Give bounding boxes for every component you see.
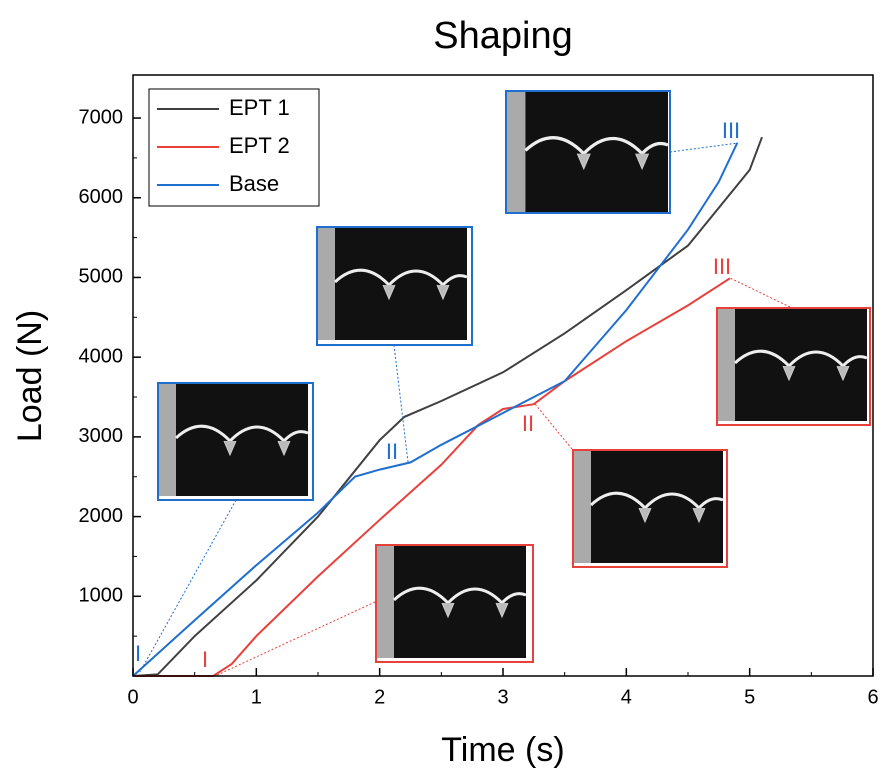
- y-axis-label: Load (N): [11, 310, 49, 442]
- x-tick-label: 6: [867, 686, 878, 708]
- chart-title: Shaping: [433, 15, 572, 57]
- legend-label: EPT 2: [229, 133, 290, 158]
- inset-image: [315, 225, 473, 346]
- legend-label: EPT 1: [229, 95, 290, 120]
- x-tick-label: 4: [621, 686, 632, 708]
- x-tick-label: 1: [251, 686, 262, 708]
- annotation: III: [713, 254, 731, 279]
- leader-line: [729, 277, 791, 308]
- inset-image: [156, 381, 314, 501]
- leader-line: [139, 499, 237, 673]
- x-tick-label: 5: [744, 686, 755, 708]
- x-tick-label: 0: [127, 686, 138, 708]
- y-tick-label: 1000: [79, 585, 124, 607]
- x-tick-label: 3: [497, 686, 508, 708]
- y-tick-label: 5000: [79, 266, 124, 288]
- y-tick-label: 3000: [79, 425, 124, 447]
- data-line: [133, 277, 731, 677]
- y-tick-label: 4000: [79, 345, 124, 367]
- leader-line: [534, 403, 573, 450]
- annotation: II: [386, 439, 398, 464]
- leader-line: [669, 142, 739, 153]
- annotation: I: [202, 647, 208, 672]
- inset-image: [571, 448, 728, 568]
- y-tick-label: 2000: [79, 505, 124, 527]
- data-line: [132, 136, 763, 677]
- insets: [139, 89, 871, 677]
- y-tick-label: 7000: [79, 106, 124, 128]
- plot-frame: [132, 74, 874, 677]
- x-tick-label: 2: [374, 686, 385, 708]
- legend-label: Base: [229, 171, 279, 196]
- x-axis-label: Time (s): [441, 731, 564, 769]
- leader-line: [214, 601, 376, 677]
- annotation: II: [522, 411, 534, 436]
- inset-image: [374, 543, 534, 663]
- y-tick-label: 6000: [79, 186, 124, 208]
- inset-image: [715, 306, 871, 426]
- annotation: I: [135, 641, 141, 666]
- annotation: III: [722, 118, 740, 143]
- inset-image: [504, 89, 671, 215]
- data-line: [132, 142, 739, 677]
